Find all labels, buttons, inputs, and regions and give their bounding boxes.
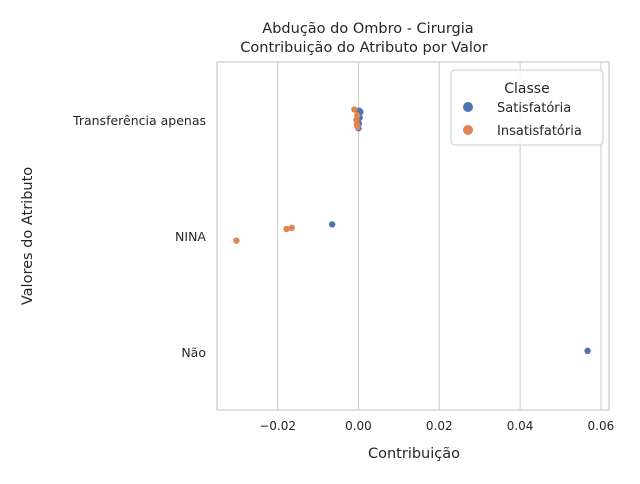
x-tick-label: 0.02: [426, 419, 453, 433]
legend: Classe Satisfatória Insatisfatória: [450, 69, 604, 146]
axes-frame: [216, 61, 610, 411]
y-tick-label: Transferência apenas: [72, 113, 206, 128]
point-insatisfatoria: [283, 225, 290, 233]
point-insatisfatoria: [351, 106, 358, 113]
x-tick-label: −0.02: [259, 419, 296, 433]
x-tick-label: 0.00: [345, 419, 372, 433]
legend-label-satisfatoria: Satisfatória: [497, 101, 571, 116]
x-tick-labels: −0.02 0.00 0.02 0.04 0.06: [259, 419, 614, 433]
chart-title-line1: Abdução do Ombro - Cirurgia: [262, 21, 473, 37]
legend-marker-satisfatoria: [463, 102, 473, 112]
point-insatisfatoria: [233, 237, 240, 244]
y-axis-label: Valores do Atributo: [20, 167, 36, 305]
y-tick-label: Não: [181, 345, 206, 360]
point-insatisfatoria: [353, 116, 360, 124]
point-insatisfatoria: [288, 224, 295, 232]
legend-title: Classe: [504, 81, 549, 97]
data-points: [233, 106, 591, 355]
y-tick-labels: Transferência apenas NINA Não: [72, 113, 206, 360]
chart-title-line2: Contribuição do Atributo por Valor: [240, 40, 487, 56]
legend-label-insatisfatoria: Insatisfatória: [497, 124, 582, 139]
point-insatisfatoria: [354, 123, 361, 131]
x-tick-label: 0.04: [507, 419, 534, 433]
point-satisfatoria: [328, 221, 336, 228]
legend-box: [450, 69, 604, 146]
legend-marker-insatisfatoria: [463, 125, 473, 135]
y-tick-label: NINA: [175, 229, 206, 244]
point-satisfatoria: [584, 347, 591, 355]
x-axis-label: Contribuição: [368, 446, 460, 462]
x-tick-label: 0.06: [588, 419, 615, 433]
